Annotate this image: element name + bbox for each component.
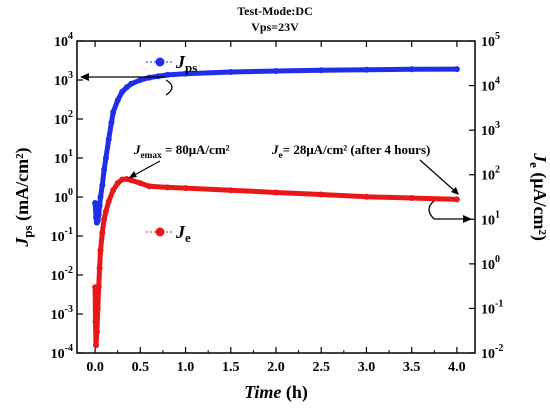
data-point-je [92,318,99,325]
data-point-jps [137,77,144,83]
data-point-je [95,284,102,291]
data-point-je [96,265,103,272]
data-point-je [408,195,415,201]
y-left-tick-label: 102 [54,109,73,128]
data-point-jps [408,66,415,73]
data-point-jps [94,217,101,224]
data-point-jps [96,202,103,209]
y-right-tick-label: 101 [481,209,500,228]
right-axis-pointer-arc [428,200,435,220]
data-point-je [105,198,112,205]
data-point-jps [102,155,109,161]
data-point-jps [119,88,126,95]
data-point-jps [453,66,460,73]
data-point-jps [105,136,112,143]
data-point-jps [101,166,108,173]
x-tick-label: 1.0 [177,360,195,375]
y-right-tick-label: 102 [481,165,500,184]
y-left-tick-label: 101 [54,148,73,167]
data-point-jps [363,66,370,73]
series-line-je [92,176,460,348]
y-right-tick-label: 10-1 [481,298,503,317]
y-right-tick-label: 103 [481,120,500,139]
data-point-jps [92,200,99,206]
x-tick-label: 3.0 [358,360,376,375]
data-point-jps [97,194,104,200]
data-point-je [318,191,325,198]
annotation-emax-arrowhead [129,171,137,178]
left-axis-pointer-arc [165,79,173,96]
data-point-je [363,193,370,200]
chart-title-line: Test-Mode:DC [237,4,313,18]
x-tick-label: 1.5 [222,360,240,375]
y-right-tick-label: 10-2 [481,343,503,362]
data-point-jps [273,68,279,74]
legend-label: Je [175,222,191,245]
y-right-tick-label: 105 [481,31,500,50]
y-left-tick-label: 104 [54,31,73,50]
annotation-je4h: Je= 28μA/cm² (after 4 hours) [271,142,430,161]
annotation-je4h-arrowhead [451,187,459,195]
chart-title-line: Vps=23V [251,20,299,34]
data-point-je [453,196,460,203]
x-tick-label: 0.0 [86,360,104,375]
data-point-je [94,305,101,312]
data-point-jps [123,84,130,91]
x-tick-label: 0.5 [132,360,150,375]
data-point-je [128,177,135,184]
data-point-je [114,180,121,187]
legend-marker [155,57,165,67]
y-left-tick-label: 100 [54,187,73,206]
data-point-je [123,176,130,182]
x-tick-label: 3.5 [403,360,421,375]
legend-label: Jps [175,52,197,75]
data-point-jps [99,182,106,189]
data-point-je [137,180,144,187]
data-point-je [101,216,108,223]
data-point-jps [108,119,115,126]
data-point-je [93,342,99,349]
left-axis-pointer-arrowhead [80,73,89,81]
y-right-axis-label: Je (μA/cm²) [527,152,550,241]
y-right-tick-label: 104 [481,76,500,95]
x-axis-label: Time (h) [244,382,308,403]
y-left-tick-label: 10-3 [51,304,73,323]
annotation-je4h-arrow [419,159,458,194]
y-right-tick-label: 100 [481,254,500,273]
data-point-je [164,184,171,191]
data-point-jps [155,73,162,80]
x-tick-label: 2.5 [312,360,330,375]
data-point-je [93,328,100,335]
data-point-jps [110,109,117,116]
y-left-tick-label: 10-1 [51,226,73,245]
data-point-jps [182,70,189,77]
data-point-je [182,185,189,192]
data-point-je [146,183,153,190]
data-point-jps [318,67,325,74]
data-point-jps [227,69,234,75]
annotation-emax: Jemax = 80μA/cm² [133,142,230,161]
data-point-je [99,229,106,236]
y-left-tick-label: 10-2 [51,265,73,284]
right-axis-pointer-arrowhead [463,215,472,223]
series-line-jps [92,66,460,226]
data-point-je [273,189,279,196]
data-point-je [119,176,126,183]
y-left-axis-label: Jps (mA/cm²) [12,147,35,247]
y-left-tick-label: 10-4 [51,343,73,362]
data-point-jps [114,97,121,104]
y-left-tick-label: 103 [54,70,73,89]
legend-marker [155,227,165,237]
x-tick-label: 4.0 [448,360,466,375]
data-point-jps [95,211,102,218]
data-point-je [110,187,117,194]
data-point-je [102,208,109,215]
data-point-jps [128,80,135,87]
data-point-je [97,247,104,254]
x-tick-label: 2.0 [267,360,285,375]
data-point-je [227,187,234,194]
